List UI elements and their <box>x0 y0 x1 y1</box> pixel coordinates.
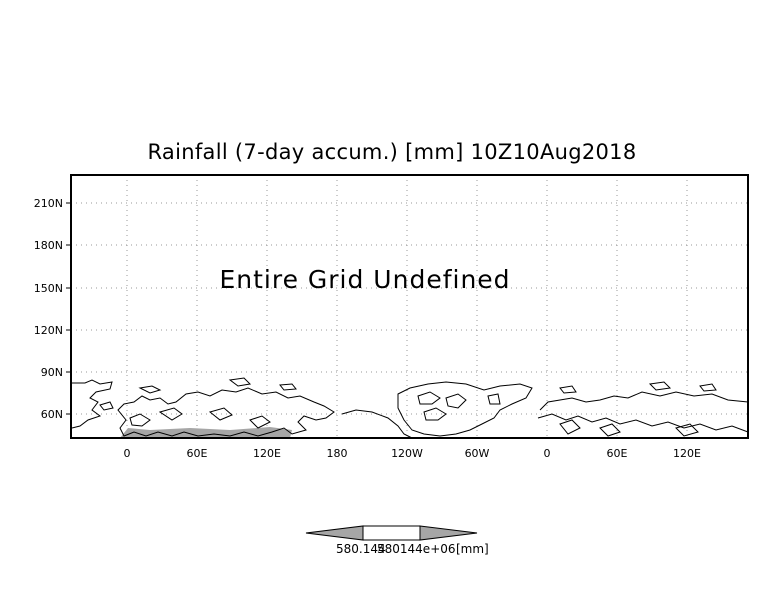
y-tick-210n: 210N <box>34 197 63 210</box>
x-tick-180: 180 <box>327 447 348 460</box>
land-shading <box>120 427 292 438</box>
y-tick-150n: 150N <box>34 282 63 295</box>
coastlines <box>71 377 749 439</box>
colorbar-right-arrow <box>419 525 478 541</box>
map-title: Rainfall (7-day accum.) [mm] 10Z10Aug201… <box>147 140 637 164</box>
x-tick-120e-b: 120E <box>673 447 701 460</box>
y-tick-180n: 180N <box>34 239 63 252</box>
colorbar-units: [mm] <box>456 542 489 556</box>
undefined-grid-message: Entire Grid Undefined <box>219 265 510 294</box>
y-tick-90n: 90N <box>41 366 63 379</box>
colorbar <box>305 525 478 541</box>
x-tick-0: 0 <box>124 447 131 460</box>
colorbar-left-arrow <box>305 525 364 541</box>
x-tick-60w: 60W <box>465 447 490 460</box>
colorbar-label-high: 580144e+06 <box>377 542 456 556</box>
grid-lines <box>71 175 748 438</box>
x-tick-120w: 120W <box>391 447 423 460</box>
colorbar-label-low: 580.144 <box>336 542 386 556</box>
x-tick-0b: 0 <box>544 447 551 460</box>
x-tick-60e-b: 60E <box>607 447 628 460</box>
y-tick-120n: 120N <box>34 324 63 337</box>
y-tick-60n: 60N <box>41 408 63 421</box>
map-frame <box>70 174 749 439</box>
x-tick-120e: 120E <box>253 447 281 460</box>
y-tick-marks <box>66 202 71 415</box>
x-tick-60e: 60E <box>187 447 208 460</box>
colorbar-box <box>362 525 421 541</box>
